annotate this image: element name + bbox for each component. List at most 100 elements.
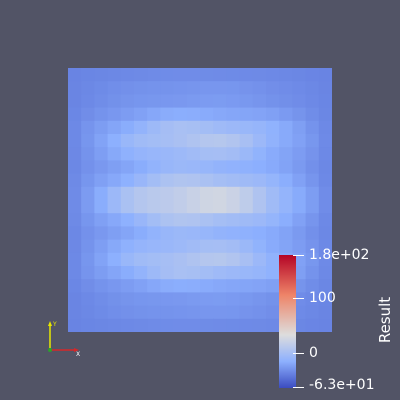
field-cell — [68, 160, 82, 175]
field-cell — [160, 200, 175, 214]
field-cell — [239, 186, 254, 201]
field-cell — [134, 134, 148, 148]
field-cell — [94, 81, 109, 95]
field-cell — [266, 186, 280, 201]
field-cell — [292, 186, 307, 201]
colorbar-gradient — [279, 255, 296, 388]
field-cell — [213, 160, 227, 175]
field-cell — [200, 292, 214, 307]
field-cell — [200, 252, 214, 267]
field-cell — [239, 266, 254, 280]
field-cell — [279, 68, 293, 82]
field-cell — [160, 68, 175, 82]
field-cell — [226, 68, 241, 82]
field-cell — [147, 318, 161, 332]
field-cell — [266, 147, 280, 161]
field-cell — [239, 120, 254, 135]
field-cell — [252, 252, 267, 267]
field-cell — [213, 147, 227, 161]
field-cell — [266, 68, 280, 82]
axis-y-arrow — [48, 321, 52, 326]
field-cell — [318, 160, 332, 175]
field-cell — [186, 147, 201, 161]
field-cell — [213, 292, 227, 307]
field-cell — [94, 239, 109, 254]
field-cell — [160, 213, 175, 227]
field-cell — [292, 226, 307, 241]
field-cell — [147, 94, 161, 109]
field-cell — [160, 173, 175, 188]
field-cell — [173, 266, 188, 280]
field-cell — [147, 120, 161, 135]
field-cell — [120, 120, 135, 135]
field-cell — [318, 173, 332, 188]
field-cell — [81, 318, 95, 332]
field-cell — [252, 81, 267, 95]
field-cell — [81, 81, 95, 95]
field-cell — [160, 81, 175, 95]
field-cell — [107, 226, 122, 241]
colorbar-label-zero: 0 — [309, 345, 318, 361]
field-cell — [279, 186, 293, 201]
field-cell — [186, 239, 201, 254]
field-cell — [200, 318, 214, 332]
field-cell — [266, 107, 280, 122]
field-cell — [147, 213, 161, 227]
colorbar-label-mid: 100 — [309, 290, 336, 306]
field-cell — [213, 68, 227, 82]
field-cell — [239, 279, 254, 293]
field-cell — [213, 186, 227, 201]
field-cell — [252, 94, 267, 109]
field-cell — [266, 252, 280, 267]
field-cell — [252, 213, 267, 227]
field-cell — [107, 279, 122, 293]
field-cell — [186, 107, 201, 122]
field-cell — [134, 160, 148, 175]
scalar-field-plot[interactable] — [68, 68, 332, 332]
field-cell — [147, 107, 161, 122]
field-cell — [81, 239, 95, 254]
field-cell — [120, 226, 135, 241]
field-cell — [239, 213, 254, 227]
field-cell — [252, 120, 267, 135]
field-cell — [68, 120, 82, 135]
field-cell — [94, 68, 109, 82]
field-cell — [68, 81, 82, 95]
field-cell — [107, 147, 122, 161]
field-cell — [81, 94, 95, 109]
field-cell — [279, 239, 293, 254]
field-cell — [120, 81, 135, 95]
field-cell — [160, 120, 175, 135]
colorbar-label-max: 1.8e+02 — [309, 247, 370, 263]
field-cell — [134, 81, 148, 95]
field-cell — [186, 226, 201, 241]
field-cell — [266, 134, 280, 148]
field-cell — [147, 173, 161, 188]
field-cell — [81, 147, 95, 161]
field-cell — [305, 160, 320, 175]
field-cell — [252, 226, 267, 241]
field-cell — [186, 134, 201, 148]
field-cell — [147, 186, 161, 201]
field-cell — [68, 213, 82, 227]
field-cell — [107, 239, 122, 254]
field-cell — [279, 226, 293, 241]
field-cell — [266, 213, 280, 227]
field-cell — [239, 292, 254, 307]
field-cell — [266, 173, 280, 188]
field-cell — [173, 107, 188, 122]
field-cell — [134, 318, 148, 332]
field-cell — [173, 318, 188, 332]
field-cell — [120, 318, 135, 332]
field-cell — [134, 200, 148, 214]
field-cell — [200, 120, 214, 135]
field-cell — [173, 186, 188, 201]
field-cell — [173, 252, 188, 267]
field-cell — [107, 134, 122, 148]
field-cell — [226, 186, 241, 201]
field-cell — [252, 200, 267, 214]
field-cell — [213, 134, 227, 148]
field-cell — [239, 107, 254, 122]
field-cell — [266, 81, 280, 95]
